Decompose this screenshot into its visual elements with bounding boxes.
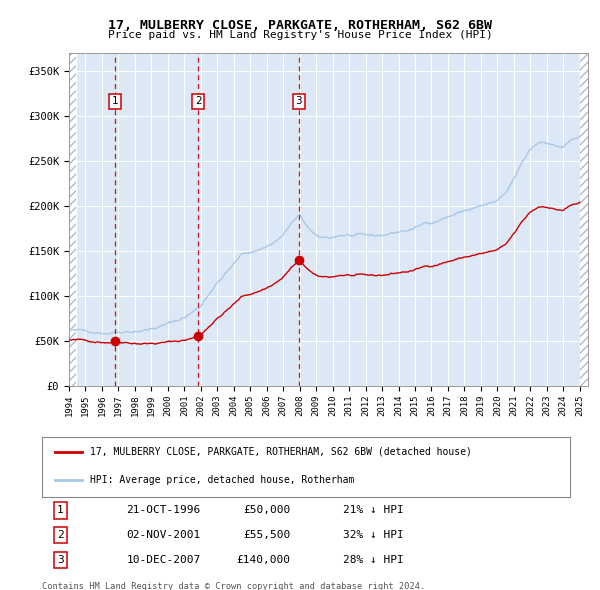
Bar [580,53,588,386]
Text: 32% ↓ HPI: 32% ↓ HPI [343,530,404,540]
Text: 1: 1 [57,506,64,515]
Text: £50,000: £50,000 [243,506,290,515]
Text: Price paid vs. HM Land Registry's House Price Index (HPI): Price paid vs. HM Land Registry's House … [107,30,493,40]
Text: 21% ↓ HPI: 21% ↓ HPI [343,506,404,515]
Text: 02-NOV-2001: 02-NOV-2001 [127,530,201,540]
Text: £140,000: £140,000 [236,555,290,565]
Text: 3: 3 [57,555,64,565]
Bar [69,53,76,386]
Text: 17, MULBERRY CLOSE, PARKGATE, ROTHERHAM, S62 6BW: 17, MULBERRY CLOSE, PARKGATE, ROTHERHAM,… [108,19,492,32]
Text: HPI: Average price, detached house, Rotherham: HPI: Average price, detached house, Roth… [89,475,354,485]
Text: 2: 2 [57,530,64,540]
Text: 28% ↓ HPI: 28% ↓ HPI [343,555,404,565]
Bar [580,53,588,386]
Text: Contains HM Land Registry data © Crown copyright and database right 2024.: Contains HM Land Registry data © Crown c… [42,582,425,590]
Text: 2: 2 [195,96,202,106]
Text: 17, MULBERRY CLOSE, PARKGATE, ROTHERHAM, S62 6BW (detached house): 17, MULBERRY CLOSE, PARKGATE, ROTHERHAM,… [89,447,472,457]
Bar [69,53,76,386]
Text: 3: 3 [296,96,302,106]
Text: 10-DEC-2007: 10-DEC-2007 [127,555,201,565]
Text: 1: 1 [112,96,119,106]
Text: £55,500: £55,500 [243,530,290,540]
Text: 21-OCT-1996: 21-OCT-1996 [127,506,201,515]
